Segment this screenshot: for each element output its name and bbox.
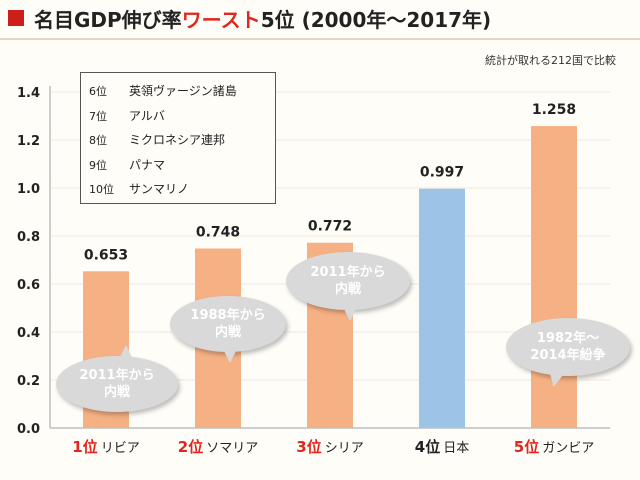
x-category-rank: 5位: [514, 438, 539, 456]
bar-value-label: 1.258: [532, 102, 576, 118]
ranking-list-box: 6位 英領ヴァージン諸島 7位 アルバ 8位 ミクロネシア連邦 9位 パナマ 10位 サン…: [80, 72, 276, 204]
y-tick-label: 0.0: [17, 422, 40, 437]
list-item: 9位 パナマ: [89, 153, 275, 178]
list-item: 8位 ミクロネシア連邦: [89, 128, 275, 153]
list-item-rank: 6位: [89, 85, 107, 98]
callout-line: 内戦: [103, 385, 130, 400]
list-item-rank: 8位: [89, 134, 107, 147]
bar-4: [419, 188, 465, 428]
bar-value-label: 0.772: [308, 219, 352, 235]
title-highlight: ワースト: [181, 8, 261, 32]
x-category-label: 5位 ガンビア: [514, 438, 594, 456]
y-tick-label: 0.6: [17, 278, 40, 293]
title-bar: 名目GDP伸び率ワースト5位 (2000年～2017年): [0, 0, 640, 40]
list-item-name: 英領ヴァージン諸島: [129, 84, 237, 98]
labels-layer: 0.653 1位 リビア 0.748 2位 ソマリア 0.772 3位 シリア 0.997 4位 日本…: [72, 102, 594, 456]
title-divider: [0, 38, 640, 40]
x-category-label: 1位 リビア: [72, 438, 139, 456]
x-category-rank: 3位: [296, 438, 321, 456]
x-category-rank: 4位: [415, 438, 440, 456]
list-item: 7位 アルバ: [89, 104, 275, 129]
callout-bubble-somalia: 1988年から 内戦: [170, 296, 286, 363]
bar-value-label: 0.653: [84, 247, 128, 263]
x-category-name: 日本: [443, 441, 469, 456]
list-item: 10位 サンマリノ: [89, 177, 275, 202]
callout-bubble-libya: 2011年から 内戦: [56, 345, 178, 412]
x-category-label: 4位 日本: [415, 438, 469, 456]
list-item-name: アルバ: [129, 108, 165, 123]
axis-layer: 0.0 0.2 0.4 0.6 0.8 1.0 1.2 1.4: [17, 86, 610, 437]
bar-value-label: 0.748: [196, 224, 240, 240]
callout-line: 内戦: [334, 282, 361, 297]
y-tick-label: 0.4: [17, 326, 40, 341]
callout-line: 1982年～: [536, 331, 600, 346]
chart-title: 名目GDP伸び率ワースト5位 (2000年～2017年): [34, 5, 491, 35]
title-marker: [8, 10, 24, 26]
x-category-label: 2位 ソマリア: [178, 438, 258, 456]
x-category-rank: 2位: [178, 438, 203, 456]
y-tick-label: 0.2: [17, 374, 40, 389]
callout-line: 2014年紛争: [530, 348, 606, 363]
chart-note: 統計が取れる212国で比較: [485, 54, 616, 67]
x-category-name: ガンビア: [542, 441, 594, 456]
list-item-name: サンマリノ: [129, 182, 190, 196]
list-item: 6位 英領ヴァージン諸島: [89, 79, 275, 104]
callout-line: 2011年から: [310, 265, 386, 280]
list-item-name: ミクロネシア連邦: [129, 133, 226, 147]
y-tick-label: 1.4: [17, 86, 40, 101]
list-item-name: パナマ: [129, 157, 166, 172]
list-item-rank: 7位: [89, 109, 107, 123]
callout-line: 内戦: [214, 325, 241, 340]
callout-bubble-gambia: 1982年～ 2014年紛争: [506, 318, 630, 376]
callout-bubble-syria: 2011年から 内戦: [286, 252, 410, 321]
title-suffix: 5位 (2000年～2017年): [260, 8, 492, 32]
title-prefix: 名目GDP伸び率: [34, 8, 182, 32]
callout-line: 1988年から: [190, 308, 266, 323]
y-tick-label: 0.8: [17, 230, 40, 245]
callout-line: 2011年から: [79, 368, 155, 383]
y-tick-label: 1.0: [17, 182, 40, 197]
x-category-name: シリア: [325, 441, 364, 456]
x-category-rank: 1位: [72, 438, 97, 456]
list-item-rank: 10位: [89, 183, 114, 196]
x-category-label: 3位 シリア: [296, 438, 363, 456]
bar-value-label: 0.997: [420, 165, 464, 181]
list-item-rank: 9位: [89, 158, 107, 172]
y-tick-label: 1.2: [17, 134, 40, 149]
x-category-name: リビア: [101, 441, 140, 456]
x-category-name: ソマリア: [206, 441, 258, 456]
